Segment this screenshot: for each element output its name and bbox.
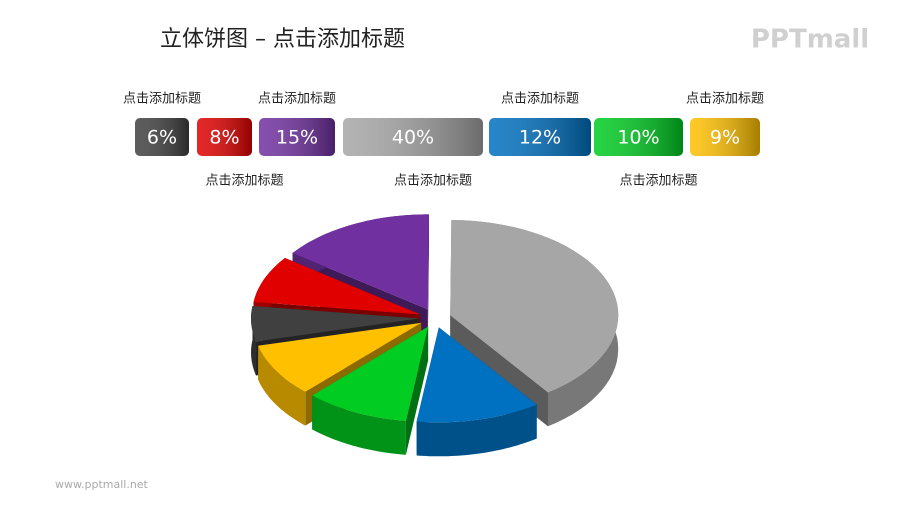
slice-top (416, 327, 537, 423)
footer-url: www.pptmall.net (55, 478, 149, 491)
pie-slice (416, 327, 537, 457)
category-label: 点击添加标题 (394, 174, 472, 189)
pie-slice (312, 326, 429, 455)
badge-shine (594, 118, 683, 156)
badge-shine (135, 118, 189, 156)
category-label: 点击添加标题 (619, 174, 697, 189)
slice-top (253, 258, 421, 315)
chart-title: 立体饼图 – 点击添加标题 (160, 27, 405, 52)
slice-top (312, 326, 429, 421)
slice-top (251, 306, 420, 342)
slice-side (258, 345, 306, 426)
category-label: 点击添加标题 (501, 92, 579, 107)
badge-shine (259, 118, 335, 156)
category-label: 点击添加标题 (686, 92, 764, 107)
badge-shine (690, 118, 760, 156)
slice-side (416, 404, 537, 457)
slice-top (258, 322, 422, 392)
slice-side (312, 395, 406, 455)
badge-shine (489, 118, 591, 156)
badge-shine (343, 118, 483, 156)
slice-top (292, 214, 429, 310)
value-label: 10% (617, 127, 659, 149)
value-label: 40% (392, 127, 434, 149)
value-label: 8% (209, 127, 239, 149)
brand-logo: PPTmall (751, 25, 869, 55)
badge-shine (197, 118, 252, 156)
category-label: 点击添加标题 (123, 92, 201, 107)
value-label: 6% (147, 127, 177, 149)
value-label: 12% (519, 127, 561, 149)
value-label: 15% (276, 127, 318, 149)
value-label: 9% (710, 127, 740, 149)
slice-top (450, 220, 619, 393)
category-label: 点击添加标题 (258, 92, 336, 107)
category-label: 点击添加标题 (205, 174, 283, 189)
